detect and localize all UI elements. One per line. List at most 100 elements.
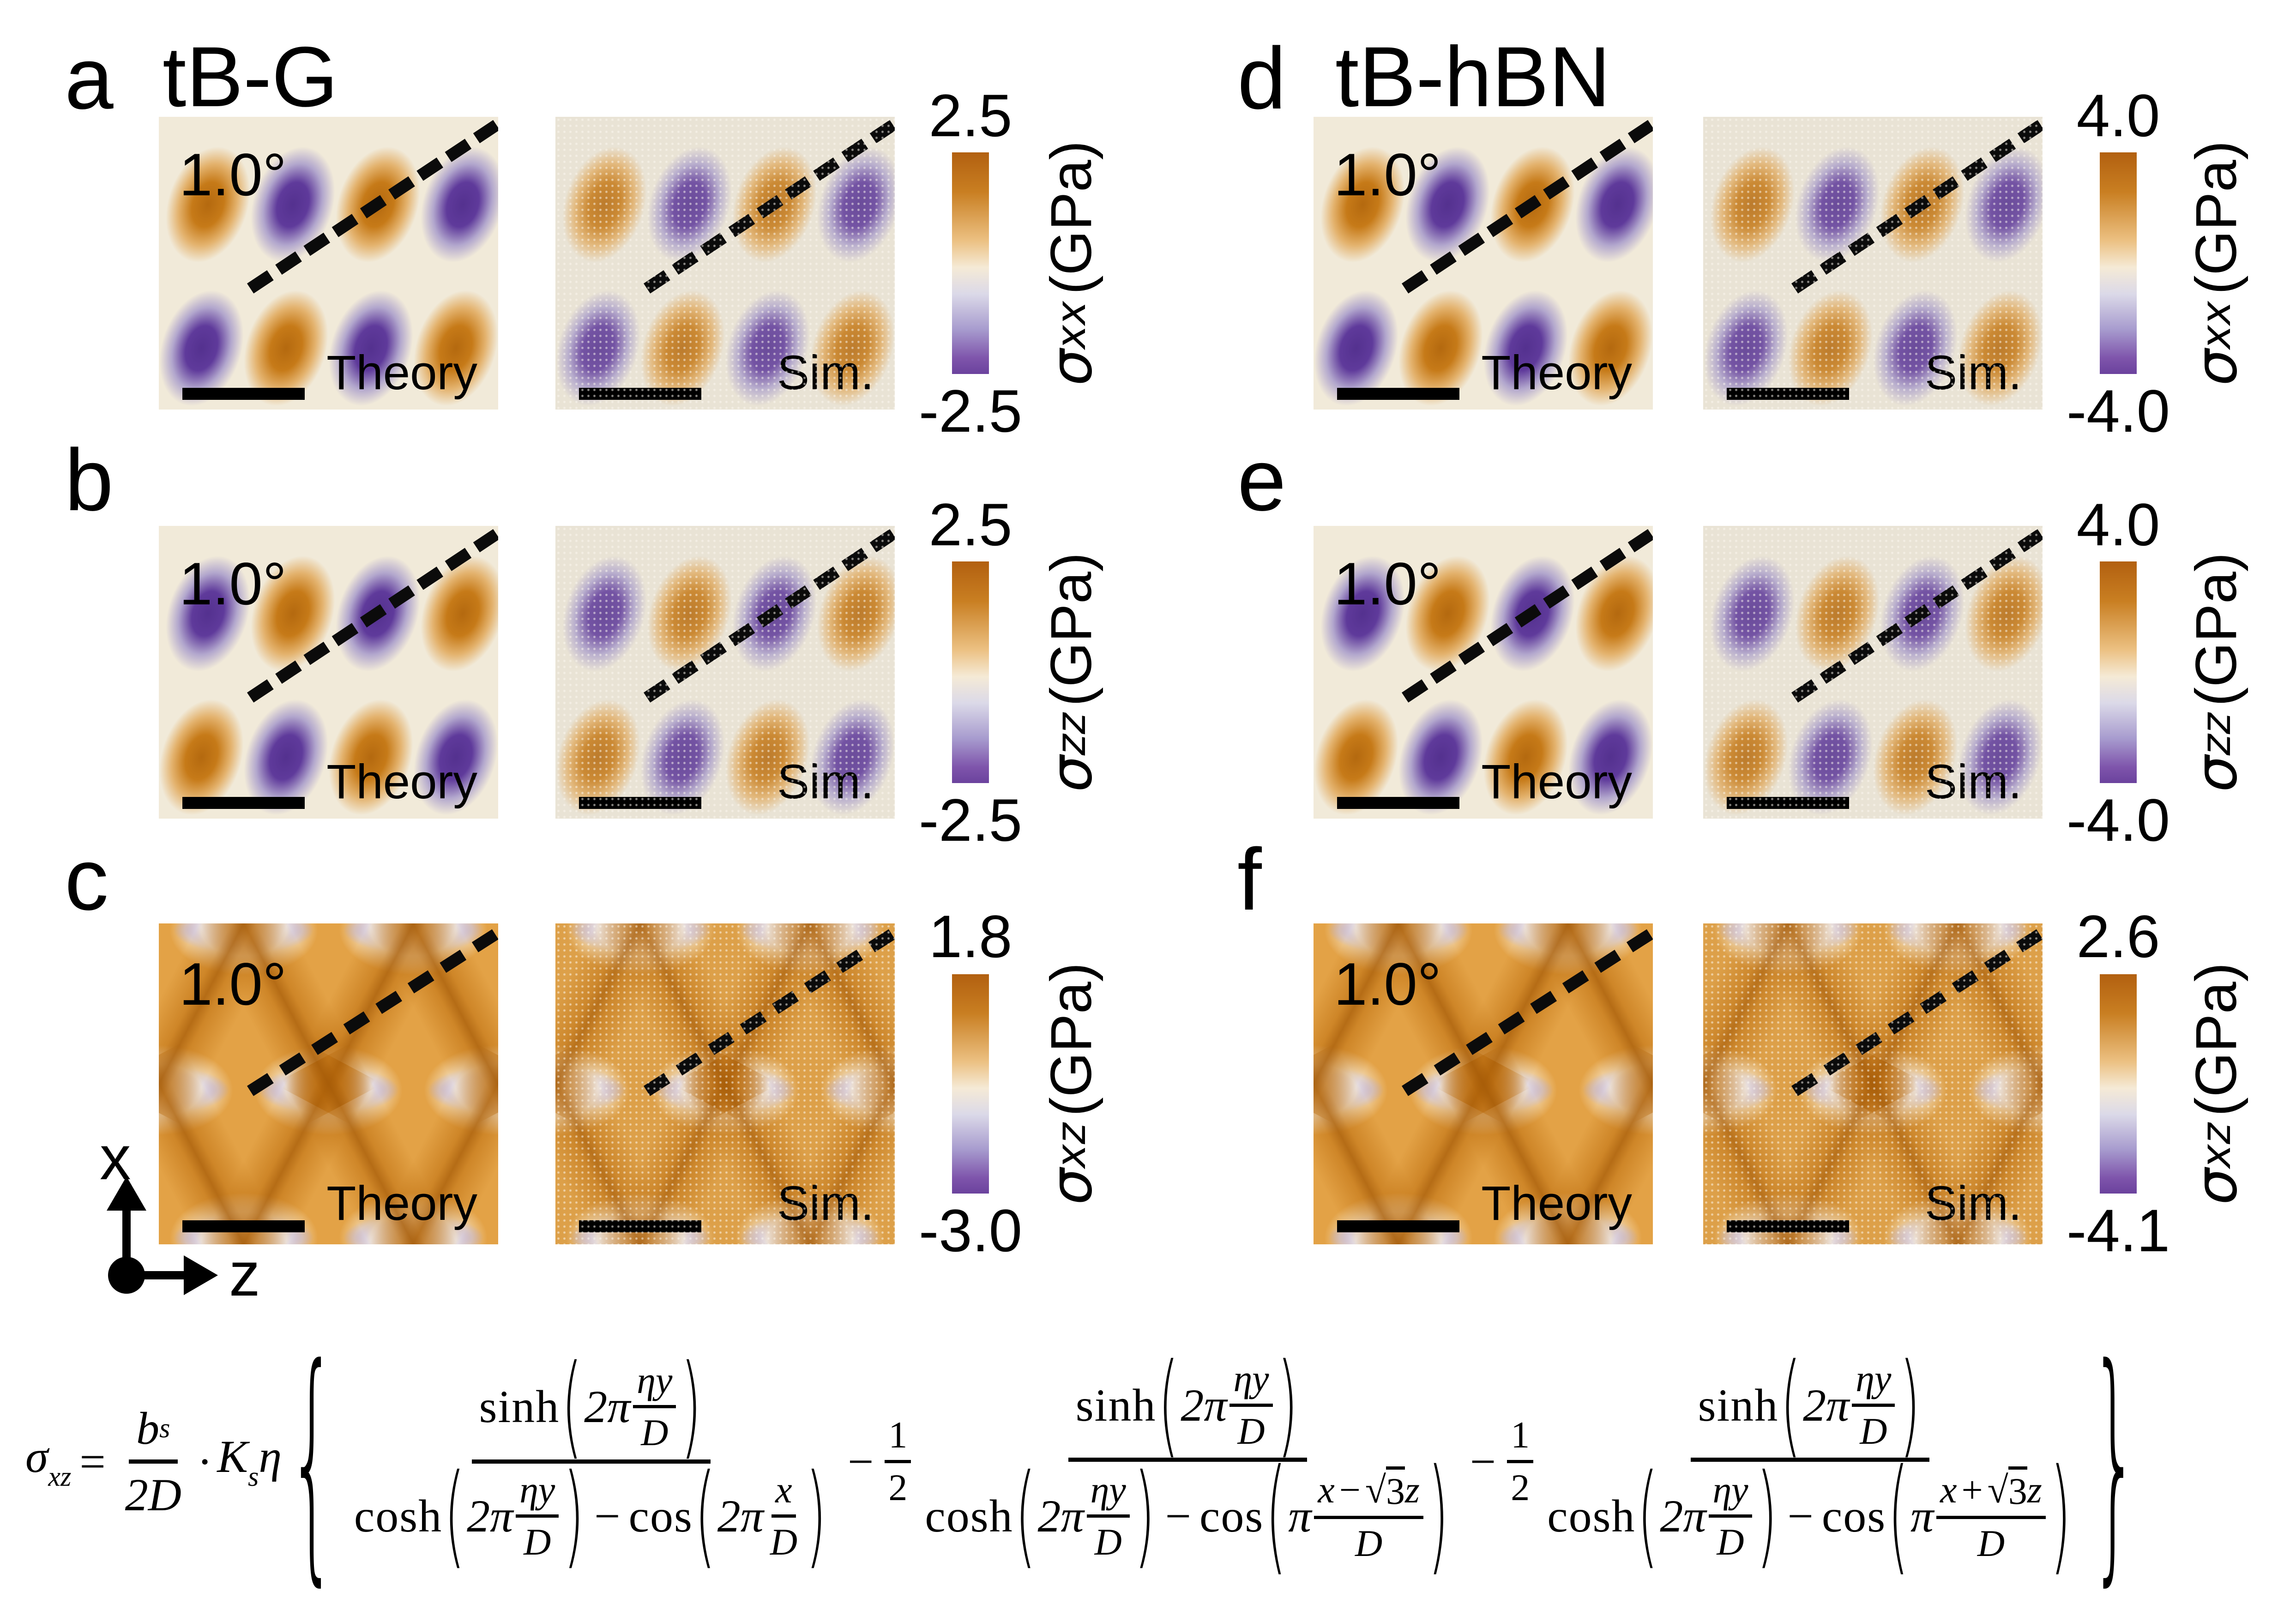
- colorbar-d: [2100, 152, 2137, 374]
- colorbar-b-max: 2.5: [928, 491, 1012, 558]
- open-brace: {: [288, 1314, 337, 1607]
- panel-d-sim-map: Sim.: [1703, 117, 2043, 410]
- sigma-subscript: xz: [2192, 1122, 2240, 1169]
- sigma-subscript: xx: [1047, 301, 1095, 350]
- scale-bar: [1727, 797, 1849, 809]
- map-caption: Sim.: [777, 755, 874, 809]
- panel-f-sim-map: Sim.: [1703, 923, 2043, 1244]
- map-caption: Theory: [1481, 755, 1632, 809]
- scale-bar: [1337, 797, 1459, 809]
- colorbar-d-min: -4.0: [2066, 377, 2170, 445]
- scale-bar: [579, 388, 701, 400]
- panel-label-d: d: [1237, 30, 1286, 127]
- formula-lhs: σxz: [25, 1431, 72, 1492]
- panel-label-f: f: [1237, 831, 1262, 929]
- panel-d-theory-map: 1.0° Theory: [1314, 117, 1653, 410]
- dot-operator: ·: [197, 1435, 213, 1487]
- sigma-symbol: σ: [2182, 755, 2250, 792]
- panel-f-theory-map: 1.0° Theory: [1314, 923, 1653, 1244]
- colorbar-b-label: σ zz (GPa): [1037, 497, 1106, 848]
- panel-a-theory-map: 1.0° Theory: [159, 117, 498, 410]
- ks-eta: Ksη: [217, 1431, 282, 1492]
- panel-c-theory-map: 1.0° Theory: [159, 923, 498, 1244]
- twist-angle-label: 1.0°: [179, 141, 287, 208]
- colorbar-d-label: σ xx (GPa): [2182, 88, 2251, 439]
- scale-bar: [1337, 1220, 1459, 1232]
- colorbar-e: [2100, 561, 2137, 783]
- map-caption: Sim.: [777, 346, 874, 400]
- scale-bar: [1337, 388, 1459, 400]
- sigma-subscript: xx: [2192, 301, 2240, 350]
- map-caption: Theory: [326, 346, 477, 400]
- axis-x-arrow-icon: [107, 1176, 146, 1211]
- unit-label: (GPa): [1039, 140, 1103, 295]
- map-caption: Theory: [1481, 346, 1632, 400]
- axis-z-arrow-shaft: [127, 1271, 185, 1279]
- unit-label: (GPa): [2184, 962, 2248, 1116]
- sigma-symbol: σ: [1037, 349, 1105, 386]
- sigma-subscript: zz: [1047, 712, 1095, 756]
- colorbar-c: [952, 974, 989, 1194]
- scale-bar: [1727, 388, 1849, 400]
- colorbar-c-label: σ xz (GPa): [1037, 908, 1106, 1259]
- formula-term-3: sinh(2π ηy D ) cosh(2π ηy D ) − cos(π x + √ 3…: [1547, 1339, 2071, 1588]
- minus-sign: −: [1470, 1435, 1496, 1487]
- colorbar-f: [2100, 974, 2137, 1194]
- sigma-symbol: σ: [2182, 1168, 2250, 1205]
- panel-c-sim-map: Sim.: [555, 923, 895, 1244]
- scale-bar: [1727, 1220, 1849, 1232]
- colorbar-d-max: 4.0: [2076, 82, 2160, 149]
- colorbar-f-label: σ xz (GPa): [2182, 908, 2251, 1259]
- twist-angle-label: 1.0°: [179, 950, 287, 1018]
- colorbar-f-min: -4.1: [2066, 1197, 2170, 1264]
- sigma-symbol: σ: [1037, 755, 1105, 792]
- group-title-tbhbn: tB-hBN: [1335, 30, 1611, 125]
- group-title-tbg: tB-G: [163, 30, 338, 125]
- scale-bar: [579, 797, 701, 809]
- unit-label: (GPa): [1039, 552, 1103, 706]
- sigma-symbol: σ: [1037, 1168, 1105, 1205]
- unit-label: (GPa): [1039, 962, 1103, 1116]
- panel-b-theory-map: 1.0° Theory: [159, 526, 498, 819]
- unit-label: (GPa): [2184, 552, 2248, 706]
- map-caption: Sim.: [777, 1176, 874, 1230]
- colorbar-c-max: 1.8: [928, 903, 1012, 970]
- colorbar-a-min: -2.5: [918, 377, 1022, 445]
- scale-bar: [182, 388, 305, 400]
- sigma-symbol: σ: [2182, 349, 2250, 386]
- sigma-subscript: xz: [1047, 1122, 1095, 1169]
- colorbar-b-min: -2.5: [918, 786, 1022, 854]
- twist-angle-label: 1.0°: [1334, 950, 1441, 1018]
- colorbar-c-min: -3.0: [918, 1197, 1022, 1264]
- panel-label-e: e: [1237, 431, 1286, 529]
- colorbar-e-min: -4.0: [2066, 786, 2170, 854]
- map-caption: Theory: [326, 1176, 477, 1230]
- scale-bar: [182, 1220, 305, 1232]
- panel-label-c: c: [65, 831, 108, 929]
- map-caption: Sim.: [1925, 346, 2022, 400]
- scale-bar: [579, 1220, 701, 1232]
- axis-z-label: z: [229, 1239, 260, 1309]
- colorbar-a-label: σ xx (GPa): [1037, 88, 1106, 439]
- twist-angle-label: 1.0°: [1334, 550, 1441, 617]
- colorbar-e-max: 4.0: [2076, 491, 2160, 558]
- axis-z-arrow-icon: [184, 1255, 218, 1295]
- minus-sign: −: [847, 1435, 874, 1487]
- formula-term-2: sinh(2π ηy D ) cosh(2π ηy D ) − cos(π x − √ 3…: [925, 1339, 1449, 1588]
- twist-angle-label: 1.0°: [179, 550, 287, 617]
- panel-e-theory-map: 1.0° Theory: [1314, 526, 1653, 819]
- colorbar-a-max: 2.5: [928, 82, 1012, 149]
- panel-a-sim-map: Sim.: [555, 117, 895, 410]
- colorbar-b: [952, 561, 989, 783]
- scale-bar: [182, 797, 305, 809]
- panel-label-b: b: [65, 431, 114, 529]
- colorbar-a: [952, 152, 989, 374]
- unit-label: (GPa): [2184, 140, 2248, 295]
- close-brace: }: [2090, 1314, 2139, 1607]
